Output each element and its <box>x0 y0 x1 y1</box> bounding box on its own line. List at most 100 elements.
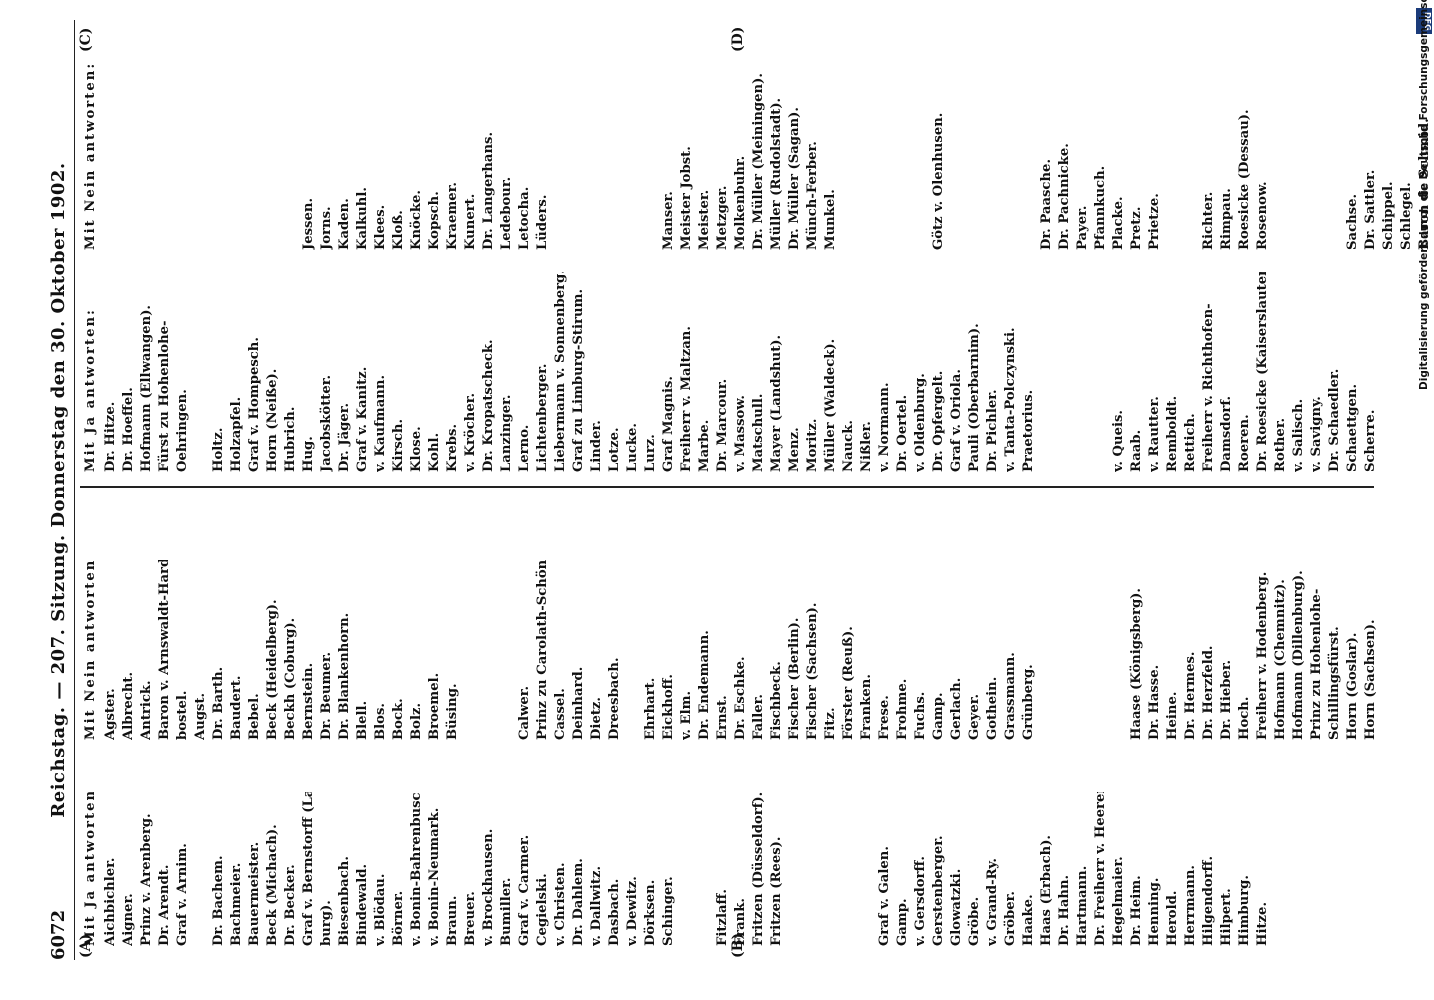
member-name: Bumiller. <box>499 877 514 946</box>
member-name: Himburg. <box>1237 875 1252 946</box>
member-name: Lotze. <box>607 427 622 472</box>
member-name: Nißler. <box>859 421 874 472</box>
member-name: Pauli (Oberbarnim). <box>967 323 982 472</box>
member-name <box>552 60 570 250</box>
member-name: Hofmann (Chemnitz). <box>1273 579 1288 740</box>
member-name: Dr. Beumer. <box>319 651 334 740</box>
member-name: Hitze. <box>1255 901 1270 946</box>
member-name: Börner. <box>391 890 406 946</box>
member-name: v. Grand-Ry. <box>985 857 1000 946</box>
member-name: Ernst. <box>715 695 730 740</box>
member-name: Fitz. <box>823 707 838 740</box>
member-name <box>1092 560 1110 740</box>
member-name: Heine. <box>1165 691 1180 740</box>
member-name: Hilpert. <box>1219 888 1234 946</box>
page-title: Reichstag. — 207. Sitzung. Donnerstag de… <box>48 162 69 818</box>
member-name: Kaden. <box>337 198 352 250</box>
member-name: Fischer (Berlin). <box>787 617 802 740</box>
member-name: Rimpau. <box>1219 188 1234 250</box>
member-name <box>1038 272 1056 472</box>
member-name <box>138 60 156 250</box>
member-name: Liebermann v. Sonnenberg. <box>553 272 568 472</box>
member-name: Freiherr v. Maltzan. <box>679 326 694 472</box>
dfg-logo: DFG <box>1416 8 1432 34</box>
member-name: Cegielski. <box>535 873 550 946</box>
member-name: Bernstein. <box>301 662 316 740</box>
member-name: Bolz. <box>409 702 424 740</box>
rotated-page: 6072 Reichstag. — 207. Sitzung. Donnerst… <box>40 20 1432 960</box>
member-name <box>588 60 606 250</box>
member-name: Frank. <box>733 898 748 946</box>
member-name: Beckh (Coburg). <box>283 617 298 740</box>
entry-list: Agster. Albrecht. Antrick. Baron v. Arnswal… <box>102 560 1380 740</box>
member-name <box>624 560 642 740</box>
member-name: Hofmann (Dillenburg). <box>1291 570 1306 740</box>
member-name: Pfannkuch. <box>1093 165 1108 250</box>
member-name <box>264 60 282 250</box>
member-name <box>1038 560 1056 740</box>
member-name <box>156 60 174 250</box>
member-name: v. Gersdorff. <box>913 856 928 946</box>
member-name: Baron v. Arnswaldt-Harden- <box>157 560 172 740</box>
member-name <box>642 60 660 250</box>
member-name: Dreesbach. <box>607 657 622 740</box>
member-name: Lüders. <box>535 194 550 250</box>
margin-mark-d: (D) <box>730 26 746 52</box>
member-name: Schaettgen. <box>1345 383 1360 472</box>
member-name: Büsing. <box>445 683 460 740</box>
member-name: Schillingsfürst. <box>1327 626 1342 740</box>
member-name: Horn (Goslar). <box>1345 632 1360 740</box>
member-name: Dietz. <box>589 696 604 740</box>
member-name: Lerno. <box>517 424 532 472</box>
member-name: Hubrich. <box>283 406 298 472</box>
member-name: v. Kröcher. <box>463 392 478 472</box>
left-nein-column: Mit Nein antworten: Agster. Albrecht. Antr… <box>82 560 1380 740</box>
member-name <box>912 60 930 250</box>
member-name: Dr. Jäger. <box>337 402 352 472</box>
member-name: Glowatzki. <box>949 868 964 946</box>
column-heading: Mit Nein antworten: <box>83 61 98 250</box>
left-ja-column: Mit Ja antworten: Aichbichler. Aigner. Pri… <box>82 792 1272 946</box>
member-name: Payer. <box>1075 205 1090 251</box>
member-name: bostel. <box>175 690 190 740</box>
member-name: Biesenbach. <box>337 856 352 946</box>
member-name: Bebel. <box>247 693 262 740</box>
member-name: v. Dewitz. <box>625 876 640 946</box>
member-name <box>1002 60 1020 250</box>
member-name: Graf v. Galen. <box>877 846 892 946</box>
member-name: Dr. Bachem. <box>211 855 226 946</box>
member-name: Dr. Sattler. <box>1363 169 1378 250</box>
member-name: Placke. <box>1111 196 1126 250</box>
member-name: Gröbe. <box>967 896 982 946</box>
member-name: v. Blödau. <box>373 873 388 946</box>
member-name: Dr. Barth. <box>211 666 226 740</box>
member-name <box>192 60 210 250</box>
member-name <box>462 560 480 740</box>
member-name: Dr. Marcour. <box>715 378 730 472</box>
member-name: Dr. Hoeffel. <box>121 387 136 472</box>
member-name: Dr. Schaedler. <box>1327 368 1342 472</box>
member-name <box>210 60 228 250</box>
member-name: Calwer. <box>517 685 532 740</box>
member-name: Kopsch. <box>427 191 442 250</box>
member-name: Oehringen. <box>175 389 190 472</box>
member-name <box>120 60 138 250</box>
member-name: Dr. Hasse. <box>1147 664 1162 740</box>
member-name <box>1290 60 1308 250</box>
member-name: Fritzen (Düsseldorf). <box>751 792 766 946</box>
member-name: v. Salisch. <box>1291 398 1306 472</box>
member-name: Braun. <box>445 895 460 946</box>
member-name: Breuer. <box>463 891 478 946</box>
member-name: Albrecht. <box>121 671 136 740</box>
member-name <box>804 792 822 946</box>
member-name: Roesicke (Dessau). <box>1237 109 1252 250</box>
member-name: Raab. <box>1129 429 1144 472</box>
member-name: Knöcke. <box>409 190 424 250</box>
member-name <box>1092 272 1110 472</box>
member-name: Graf zu Limburg-Stirum. <box>571 288 586 472</box>
member-name: Fürst zu Hohenlohe- <box>157 320 172 472</box>
member-name: Müller (Waldeck). <box>823 338 838 472</box>
member-name: Schippel. <box>1381 181 1396 250</box>
member-name: Sachse. <box>1345 193 1360 250</box>
member-name: Pretz. <box>1129 206 1144 250</box>
